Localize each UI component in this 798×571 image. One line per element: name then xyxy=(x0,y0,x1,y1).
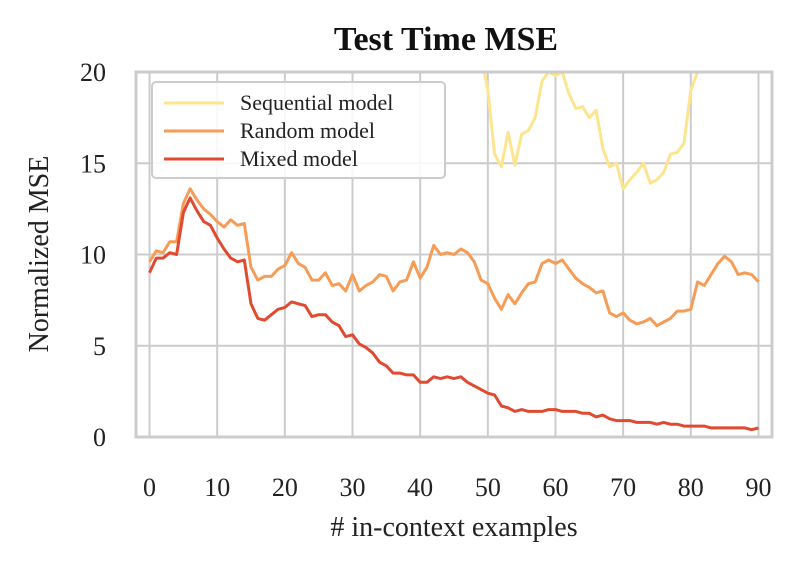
x-tick-label: 30 xyxy=(340,473,366,502)
series-layer xyxy=(148,72,760,432)
x-tick-label: 20 xyxy=(272,473,298,502)
x-tick-label: 50 xyxy=(475,473,501,502)
legend-box xyxy=(151,81,446,179)
legend-label-random-model: Random model xyxy=(240,118,375,143)
y-tick-label: 20 xyxy=(80,58,106,87)
legend: Sequential model Random model Mixed model xyxy=(151,81,446,179)
y-tick-label: 0 xyxy=(93,423,106,452)
y-tick-label: 10 xyxy=(80,241,106,270)
legend-label-sequential-model: Sequential model xyxy=(240,90,393,115)
y-tick-label: 5 xyxy=(93,332,106,361)
x-tick-label: 80 xyxy=(678,473,704,502)
y-axis-label: Normalized MSE xyxy=(24,156,55,353)
tick-layer: 0 10 20 30 40 50 60 70 80 90 0 5 10 15 20 xyxy=(80,58,771,502)
sequential-model-line xyxy=(482,72,701,191)
legend-label-mixed-model: Mixed model xyxy=(240,146,358,171)
y-tick-label: 15 xyxy=(80,149,106,178)
x-tick-label: 10 xyxy=(204,473,230,502)
x-axis-label: # in-context examples xyxy=(330,512,577,543)
chart-title: Test Time MSE xyxy=(334,21,558,58)
x-tick-label: 90 xyxy=(745,473,771,502)
x-tick-label: 40 xyxy=(407,473,433,502)
x-tick-label: 0 xyxy=(143,473,156,502)
random-model-line xyxy=(148,187,760,328)
mixed-model-line xyxy=(148,196,759,432)
plot-frame xyxy=(134,70,774,439)
x-tick-label: 70 xyxy=(610,473,636,502)
x-tick-label: 60 xyxy=(542,473,568,502)
